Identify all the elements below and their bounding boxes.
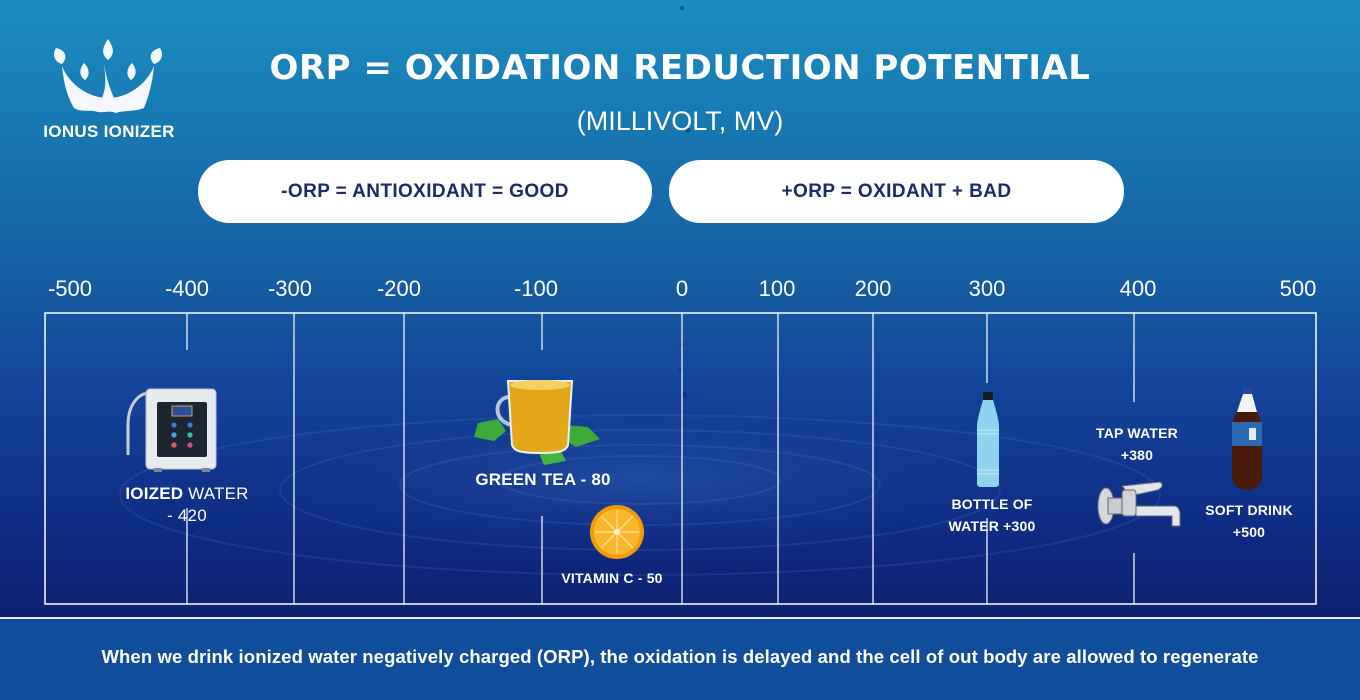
soft-drink-line2: +500	[1232, 524, 1266, 540]
water-crown-splash-icon	[54, 39, 162, 113]
orp-scale-chart	[0, 0, 1360, 617]
orange-slice-icon	[590, 505, 644, 559]
bottle-water-label: BOTTLE OF WATER +300	[949, 493, 1036, 537]
x-tick-label: 300	[968, 276, 1006, 301]
x-tick-label: 100	[758, 276, 796, 301]
ionized-water-value: - 420	[167, 506, 207, 525]
ionized-water-name-bold: IOIZED	[125, 484, 184, 503]
x-tick-label: -200	[376, 276, 422, 301]
footer-divider	[0, 617, 1360, 619]
x-tick-label: -500	[47, 276, 93, 301]
x-tick-label: -400	[164, 276, 210, 301]
brand-logo[interactable]: IONUS IONIZER	[28, 36, 188, 146]
antioxidant-good-pill: -ORP = ANTIOXIDANT = GOOD	[198, 160, 652, 223]
soft-drink-line1: SOFT DRINK	[1205, 502, 1293, 518]
footer-banner: When we drink ionized water negatively c…	[0, 619, 1360, 700]
vitamin-c-label: VITAMIN C - 50	[561, 567, 662, 589]
soft-drink-label: SOFT DRINK +500	[1205, 499, 1293, 543]
tap-water-line2: +380	[1120, 447, 1154, 463]
water-tap-faucet-icon	[1097, 481, 1181, 527]
green-tea-label: GREEN TEA - 80	[475, 469, 610, 491]
bottle-water-line1: BOTTLE OF	[951, 496, 1033, 512]
tap-water-label: TAP WATER +380	[1096, 422, 1178, 466]
chart-frame	[44, 312, 1317, 605]
x-tick-label: -100	[513, 276, 559, 301]
bottle-water-line2: WATER +300	[948, 518, 1036, 534]
x-tick-label: -300	[267, 276, 313, 301]
footer-text: When we drink ionized water negatively c…	[101, 645, 1259, 667]
tap-water-line1: TAP WATER	[1096, 425, 1178, 441]
x-tick-label: 200	[854, 276, 892, 301]
page-subtitle: (MILLIVOLT, MV)	[576, 106, 784, 136]
oxidant-bad-pill: +ORP = OXIDANT + BAD	[669, 160, 1124, 223]
soda-bottle-icon	[1232, 388, 1262, 490]
green-tea-cup-icon	[474, 380, 600, 465]
title-text: ORP = OXIDATION REDUCTION POTENTIAL	[269, 48, 1091, 88]
x-tick-label: 400	[1119, 276, 1157, 301]
ionized-water-name-light: WATER	[183, 484, 249, 503]
brand-name: IONUS IONIZER	[43, 122, 175, 141]
green-tea-text: GREEN TEA - 80	[475, 470, 611, 489]
x-tick-label: 0	[675, 276, 689, 301]
water-ionizer-machine-icon	[126, 388, 217, 472]
water-bottle-icon	[977, 392, 999, 487]
x-tick-label: 500	[1279, 276, 1317, 301]
page-title: ORP = OXIDATION REDUCTION POTENTIAL	[0, 48, 1360, 88]
ionized-water-label: IOIZED WATER - 420	[125, 483, 248, 527]
vitamin-c-text: VITAMIN C - 50	[561, 570, 663, 586]
